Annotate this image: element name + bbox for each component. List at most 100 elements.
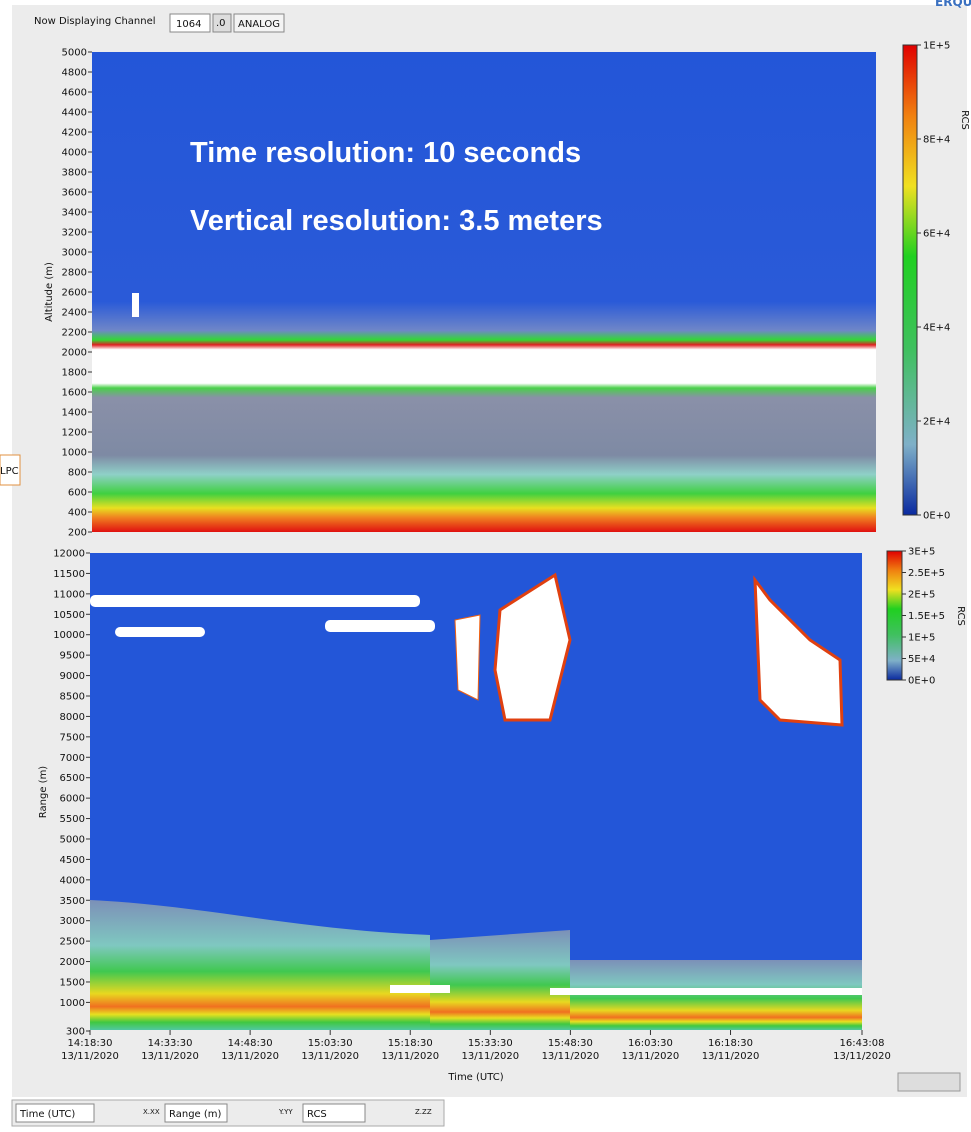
colorbar-tick-label: 2E+5 <box>908 590 935 601</box>
colorbar <box>903 45 917 515</box>
y-tick-label: 8500 <box>60 691 85 702</box>
x-tick-date: 13/11/2020 <box>702 1051 760 1062</box>
graph-tools[interactable] <box>898 1073 960 1091</box>
y-tick-label: 4000 <box>60 875 85 886</box>
y-tick-label: 200 <box>68 528 87 539</box>
colorbar <box>887 551 902 680</box>
colorbar-tick-label: 5E+4 <box>908 654 935 665</box>
colorbar-tick-label: 0E+0 <box>908 676 935 687</box>
y-tick-label: 10500 <box>53 610 85 621</box>
colorbar-tick-label: 1E+5 <box>908 633 935 644</box>
x-tick-label: 16:18:30 <box>708 1038 753 1049</box>
x-name: Time (UTC) <box>19 1109 75 1120</box>
x-tick-date: 13/11/2020 <box>462 1051 520 1062</box>
z-name: RCS <box>307 1109 327 1120</box>
y-tick-label: 11000 <box>53 589 85 600</box>
page: {"toolbar": {"label": "Now Displaying Ch… <box>0 0 971 1128</box>
top-heatmap <box>92 52 876 532</box>
y-tick-label: 4600 <box>62 88 87 99</box>
x-tick-label: 15:33:30 <box>468 1038 513 1049</box>
colorbar-label: RCS <box>955 606 966 626</box>
top-heatmap-feature <box>132 293 139 317</box>
y-tick-label: 2400 <box>62 308 87 319</box>
y-tick-label: 11500 <box>53 569 85 580</box>
x-tick-date: 13/11/2020 <box>221 1051 279 1062</box>
heatmap-feature <box>550 988 862 995</box>
y-tick-label: 2800 <box>62 268 87 279</box>
y-tick-label: 12000 <box>53 549 85 560</box>
heatmap-feature <box>390 985 450 993</box>
y-tick-label: 4000 <box>62 148 87 159</box>
toolbar-label: Now Displaying Channel <box>34 16 156 27</box>
screen: LPC ERQUAN Now Displaying Channel 1064 .… <box>0 0 971 1128</box>
y-tick-label: 1000 <box>60 998 85 1009</box>
x-tick-date: 13/11/2020 <box>833 1051 891 1062</box>
y-tick-label: 3800 <box>62 168 87 179</box>
x-tick-label: 16:03:30 <box>628 1038 673 1049</box>
y-tick-label: 4200 <box>62 128 87 139</box>
y-tick-label: 800 <box>68 468 87 479</box>
side-label: LPC <box>0 466 19 477</box>
y-format[interactable]: Y.YY <box>278 1108 293 1116</box>
y-tick-label: 3000 <box>60 916 85 927</box>
y-tick-label: 2600 <box>62 288 87 299</box>
colorbar-tick-label: 4E+4 <box>923 323 950 334</box>
x-tick-label: 16:43:08 <box>840 1038 885 1049</box>
y-tick-label: 7000 <box>60 753 85 764</box>
y-tick-label: 400 <box>68 508 87 519</box>
y-tick-label: 1400 <box>62 408 87 419</box>
y-tick-label: 3400 <box>62 208 87 219</box>
y-tick-label: 5500 <box>60 814 85 825</box>
colorbar-tick-label: 1E+5 <box>923 41 950 52</box>
y-axis-label: Altitude (m) <box>44 262 55 322</box>
annotation: Time resolution: 10 seconds <box>190 137 581 169</box>
y-name: Range (m) <box>169 1109 222 1120</box>
x-tick-label: 14:48:30 <box>228 1038 273 1049</box>
z-format[interactable]: Z.ZZ <box>415 1108 432 1116</box>
heatmap-feature <box>115 627 205 637</box>
y-tick-label: 1200 <box>62 428 87 439</box>
colorbar-tick-label: 3E+5 <box>908 547 935 558</box>
y-tick-label: 6500 <box>60 773 85 784</box>
heatmap-feature <box>90 595 420 607</box>
y-tick-label: 2000 <box>62 348 87 359</box>
annotation: Vertical resolution: 3.5 meters <box>190 205 603 237</box>
y-tick-label: 4800 <box>62 68 87 79</box>
y-tick-label: 3600 <box>62 188 87 199</box>
x-tick-date: 13/11/2020 <box>301 1051 359 1062</box>
colorbar-tick-label: 2.5E+5 <box>908 568 945 579</box>
x-tick-label: 14:33:30 <box>148 1038 193 1049</box>
y-tick-label: 3200 <box>62 228 87 239</box>
y-tick-label: 8000 <box>60 712 85 723</box>
x-tick-label: 14:18:30 <box>68 1038 113 1049</box>
y-tick-label: 600 <box>68 488 87 499</box>
y-tick-label: 4500 <box>60 855 85 866</box>
y-tick-label: 2000 <box>60 957 85 968</box>
heatmap-layer <box>430 930 570 1030</box>
x-tick-date: 13/11/2020 <box>381 1051 439 1062</box>
y-tick-label: 5000 <box>62 48 87 59</box>
logo-text: ERQUAN <box>935 0 971 9</box>
x-tick-date: 13/11/2020 <box>622 1051 680 1062</box>
x-tick-date: 13/11/2020 <box>141 1051 199 1062</box>
colorbar-tick-label: 8E+4 <box>923 135 950 146</box>
heatmap-feature <box>325 620 435 632</box>
y-tick-label: 1800 <box>62 368 87 379</box>
y-axis-label: Range (m) <box>38 766 49 819</box>
y-tick-label: 2500 <box>60 937 85 948</box>
y-tick-label: 9500 <box>60 651 85 662</box>
y-tick-label: 2200 <box>62 328 87 339</box>
y-tick-label: 6000 <box>60 794 85 805</box>
colorbar-tick-label: 1.5E+5 <box>908 611 945 622</box>
y-tick-label: 3000 <box>62 248 87 259</box>
y-tick-label: 300 <box>66 1027 85 1038</box>
y-tick-label: 3500 <box>60 896 85 907</box>
colorbar-tick-label: 2E+4 <box>923 417 950 428</box>
y-tick-label: 4400 <box>62 108 87 119</box>
x-tick-label: 15:03:30 <box>308 1038 353 1049</box>
x-tick-label: 15:48:30 <box>548 1038 593 1049</box>
x-tick-label: 15:18:30 <box>388 1038 433 1049</box>
y-tick-label: 9000 <box>60 671 85 682</box>
x-axis-label: Time (UTC) <box>447 1072 503 1083</box>
x-format[interactable]: X.XX <box>143 1108 160 1116</box>
